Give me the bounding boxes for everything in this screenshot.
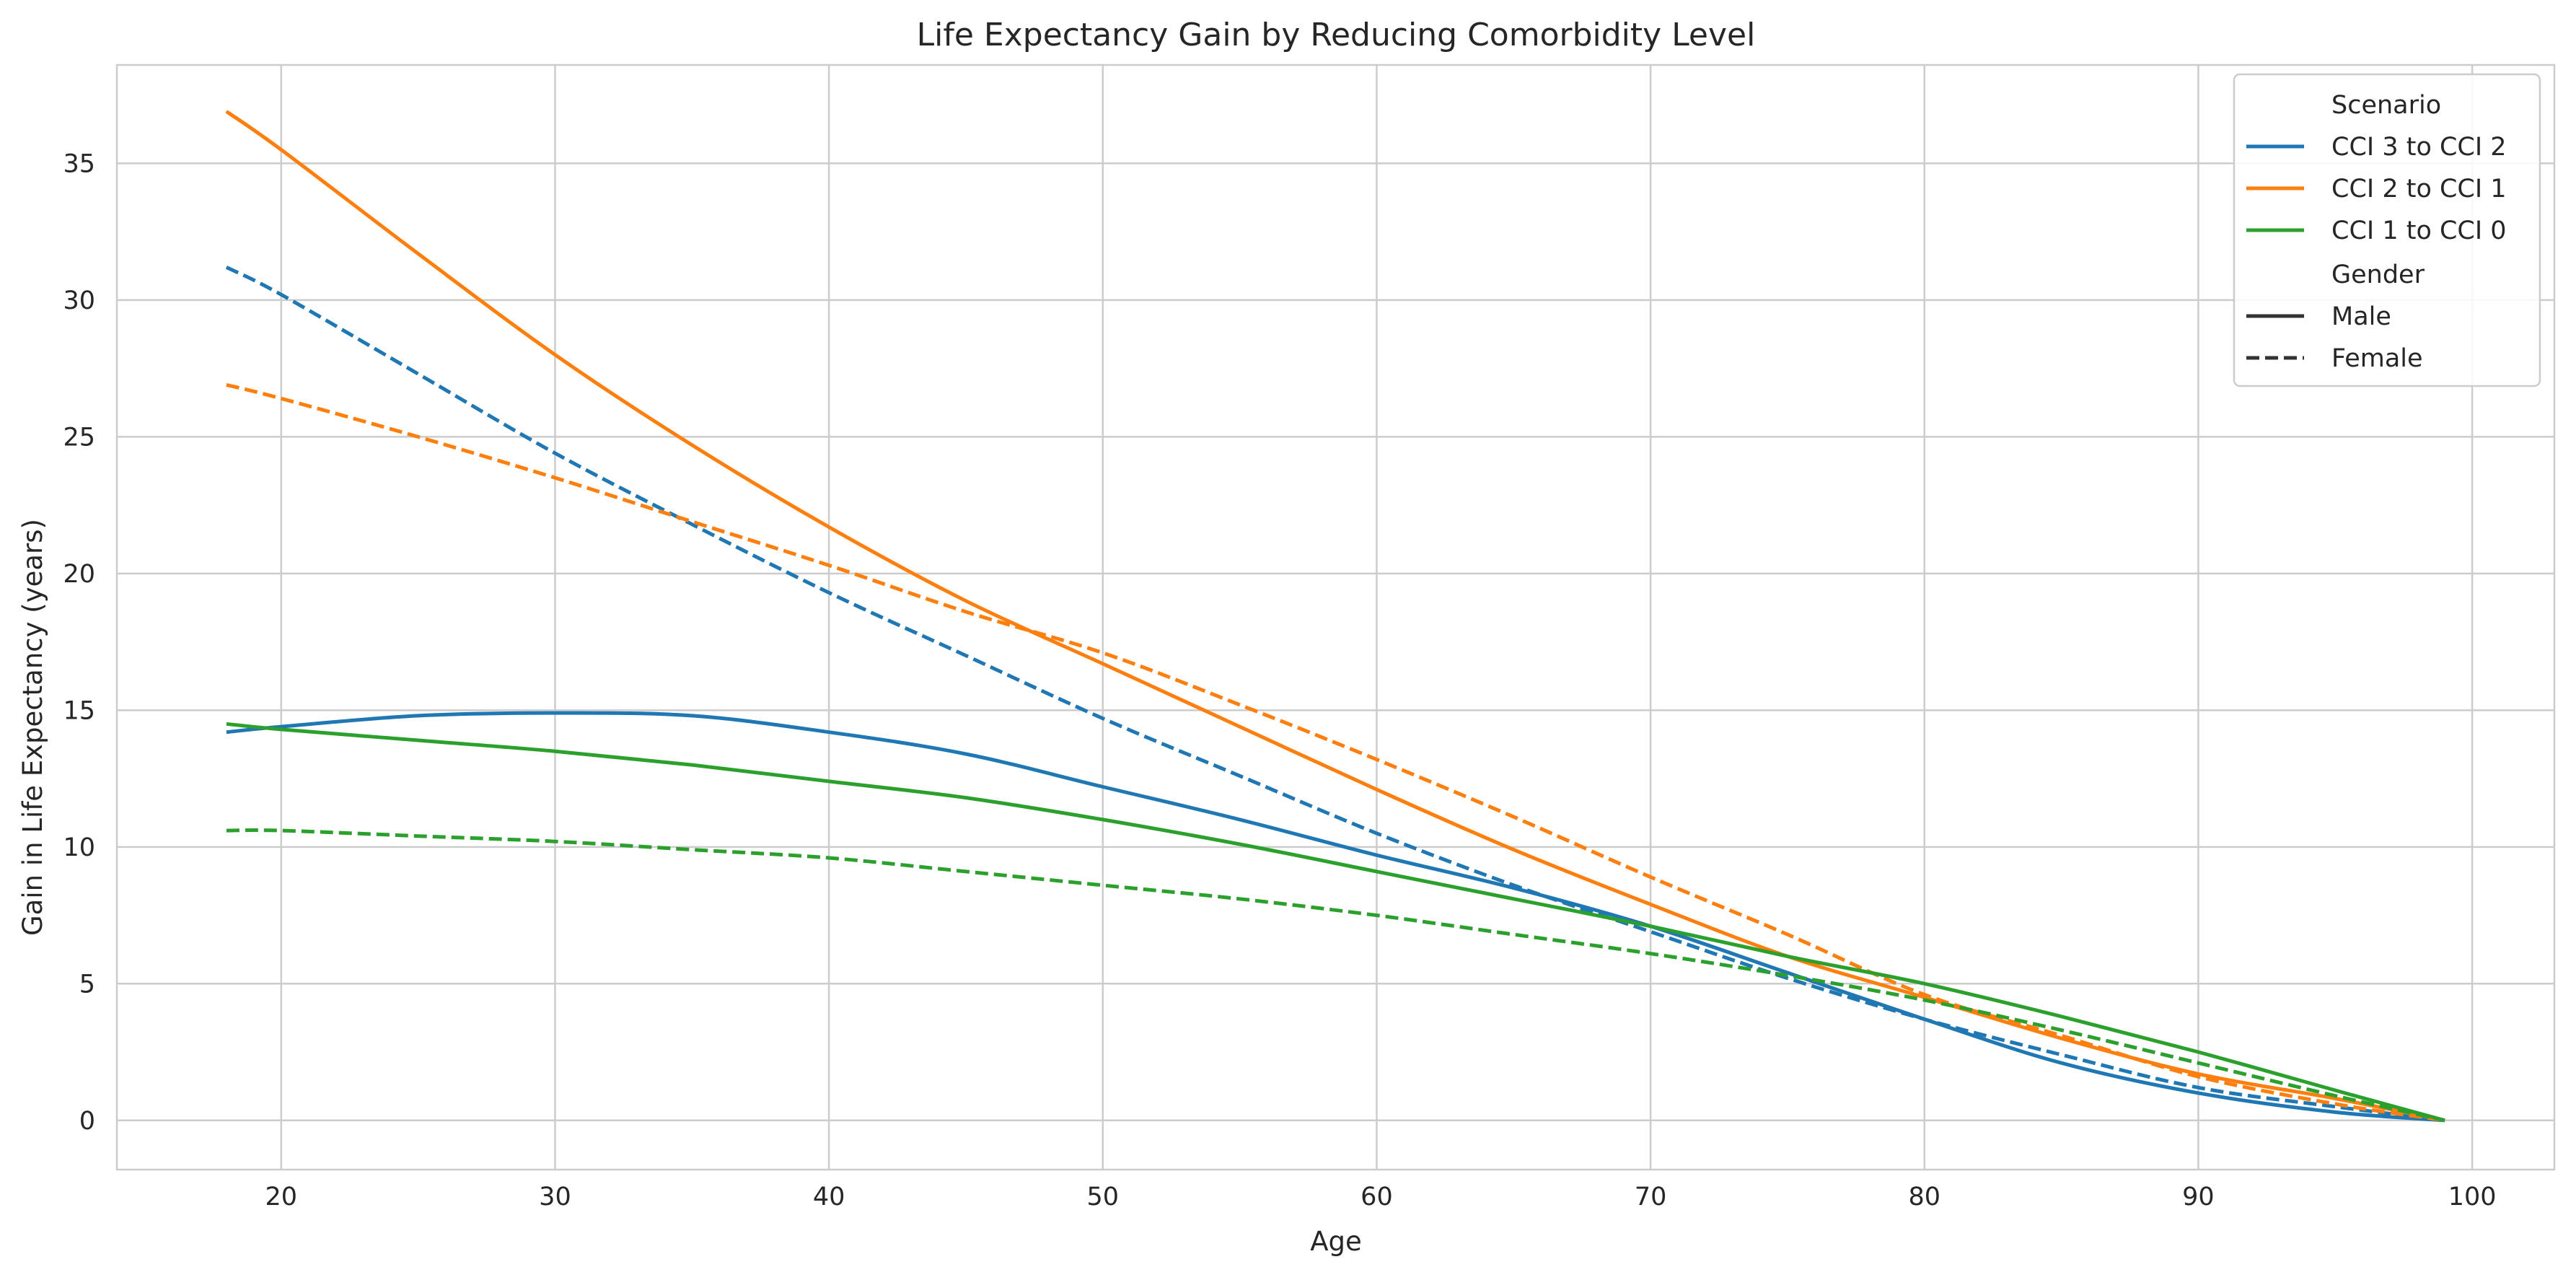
legend-box <box>2233 73 2541 387</box>
legend-scenario-entries: CCI 3 to CCI 2 CCI 2 to CCI 1 CCI 1 to CCI… <box>2246 133 2507 245</box>
y-tick-label-25: 25 <box>63 423 95 452</box>
y-tick-label-5: 5 <box>79 970 95 999</box>
x-axis-label: Age <box>1310 1226 1362 1257</box>
line-cci-1-to-cci-0-male <box>226 722 2445 1123</box>
y-tick-label-30: 30 <box>63 286 95 315</box>
y-axis-label: Gain in Life Expectancy (years) <box>17 519 48 936</box>
legend-label-female: Female <box>2331 344 2423 373</box>
line-cci-1-to-cci-0-female <box>226 828 2445 1123</box>
x-tick-label-60: 60 <box>1360 1183 1393 1211</box>
legend-label-male: Male <box>2331 302 2391 331</box>
y-tick-label-10: 10 <box>63 833 95 862</box>
grid <box>117 65 2554 1170</box>
legend-gender-entries: Male Female <box>2246 302 2423 373</box>
plot-frame <box>115 63 2556 1171</box>
y-tick-label-15: 15 <box>63 696 95 725</box>
chart-title: Life Expectancy Gain by Reducing Comorbi… <box>917 17 1756 53</box>
x-tick-label-100: 100 <box>2448 1183 2497 1211</box>
x-tick-label-80: 80 <box>1909 1183 1941 1211</box>
line-cci-3-to-cci-2-female <box>225 266 2445 1123</box>
legend-gender-title: Gender <box>2331 260 2425 289</box>
legend-label-cci-3-to-cci-2: CCI 3 to CCI 2 <box>2331 133 2507 162</box>
legend-scenario-title: Scenario <box>2331 91 2441 120</box>
line-cci-2-to-cci-1-female <box>226 382 2445 1123</box>
line-cci-2-to-cci-1-male <box>225 110 2445 1123</box>
y-axis-ticks: 0 5 10 15 20 25 30 35 <box>63 149 95 1135</box>
legend-label-cci-2-to-cci-1: CCI 2 to CCI 1 <box>2331 175 2507 203</box>
legend-label-cci-1-to-cci-0: CCI 1 to CCI 0 <box>2331 216 2507 245</box>
line-cci-3-to-cci-2-male <box>226 711 2445 1123</box>
y-tick-label-0: 0 <box>79 1107 95 1136</box>
x-tick-label-50: 50 <box>1087 1183 1120 1211</box>
x-tick-label-40: 40 <box>813 1183 845 1211</box>
x-tick-label-90: 90 <box>2182 1183 2215 1211</box>
x-tick-label-30: 30 <box>539 1183 571 1211</box>
series-lines <box>225 110 2445 1123</box>
y-tick-label-20: 20 <box>63 560 95 589</box>
x-tick-label-70: 70 <box>1635 1183 1667 1211</box>
x-tick-label-20: 20 <box>265 1183 298 1211</box>
y-tick-label-35: 35 <box>63 149 95 178</box>
x-axis-ticks: 20 30 40 50 60 70 80 90 100 <box>265 1183 2497 1211</box>
